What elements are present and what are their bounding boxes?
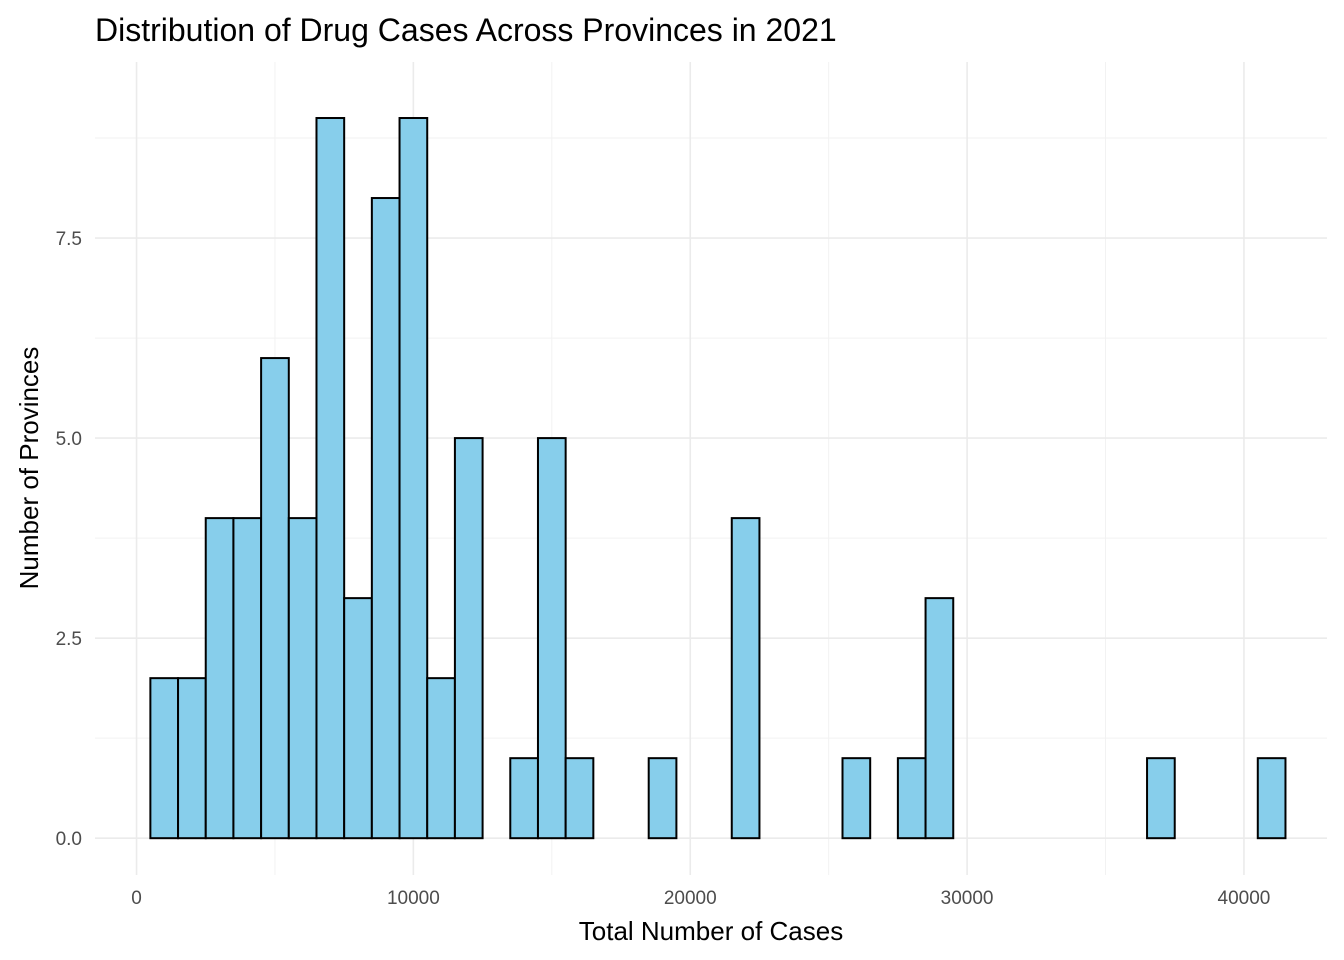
histogram-bar bbox=[1256, 757, 1287, 840]
histogram-bar bbox=[647, 757, 678, 840]
histogram-bar bbox=[149, 677, 180, 840]
x-axis-ticks: 0 10000 20000 30000 40000 bbox=[131, 888, 1270, 909]
histogram-bar bbox=[343, 597, 373, 840]
histogram-bar bbox=[426, 677, 456, 840]
x-tick-label: 30000 bbox=[941, 888, 994, 909]
y-axis-ticks: 0.0 2.5 5.0 7.5 bbox=[56, 229, 82, 850]
histogram-bar bbox=[177, 677, 207, 840]
histogram-bar bbox=[730, 517, 761, 840]
x-tick-label: 20000 bbox=[664, 888, 717, 909]
histogram-bar bbox=[924, 597, 955, 840]
chart-title: Distribution of Drug Cases Across Provin… bbox=[95, 12, 837, 48]
histogram-bars bbox=[149, 117, 1287, 840]
x-tick-label: 0 bbox=[131, 888, 142, 909]
histogram-bar bbox=[1146, 757, 1176, 840]
histogram-bar bbox=[841, 757, 872, 840]
y-tick-label: 7.5 bbox=[56, 229, 82, 250]
y-tick-label: 0.0 bbox=[56, 829, 82, 850]
y-tick-label: 2.5 bbox=[56, 629, 82, 650]
histogram-bar bbox=[315, 117, 346, 840]
histogram-bar bbox=[204, 517, 235, 840]
histogram-bar bbox=[896, 757, 927, 840]
x-axis-title: Total Number of Cases bbox=[579, 916, 843, 946]
x-tick-label: 40000 bbox=[1218, 888, 1271, 909]
histogram-bar bbox=[232, 517, 263, 840]
histogram-bar bbox=[398, 117, 429, 840]
y-axis-title: Number of Provinces bbox=[14, 347, 44, 590]
histogram-bar bbox=[453, 437, 484, 840]
histogram-bar bbox=[536, 437, 567, 840]
x-tick-label: 10000 bbox=[387, 888, 440, 909]
histogram-bar bbox=[287, 517, 318, 840]
y-tick-label: 5.0 bbox=[56, 429, 82, 450]
histogram-bar bbox=[370, 197, 401, 840]
histogram-bar bbox=[564, 757, 595, 840]
histogram-bar bbox=[509, 757, 539, 840]
histogram-bar bbox=[260, 357, 290, 840]
